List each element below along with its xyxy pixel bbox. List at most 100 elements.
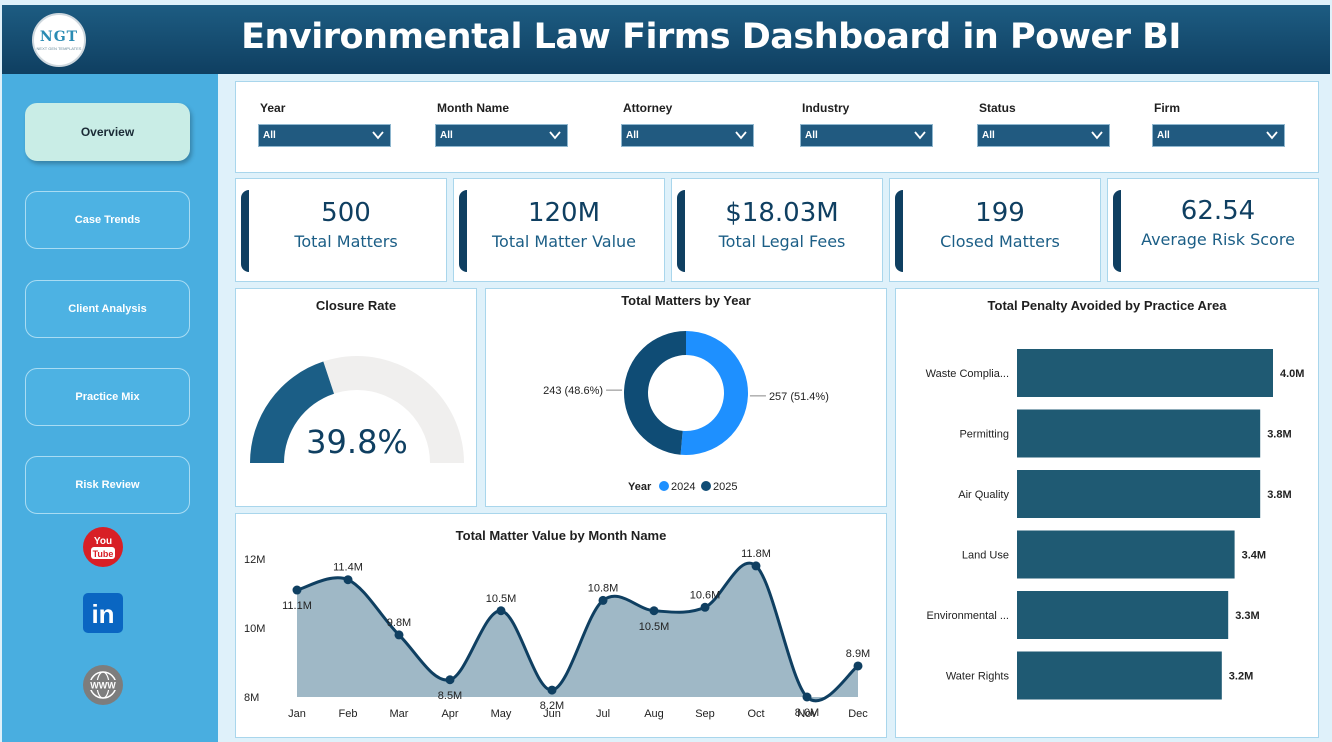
youtube-icon[interactable]: You Tube xyxy=(82,526,124,568)
data-label: 10.5M xyxy=(639,621,670,633)
website-icon-text: WWW xyxy=(90,681,116,691)
chevron-down-icon xyxy=(914,131,926,140)
nav-client-analysis-button[interactable]: Client Analysis xyxy=(25,280,190,338)
data-point[interactable] xyxy=(547,685,557,695)
filter-status-value: All xyxy=(982,130,995,141)
x-tick-label: Dec xyxy=(848,708,868,720)
kpi-card-average-risk-score: 62.54 Average Risk Score xyxy=(1107,178,1319,282)
filter-month-value: All xyxy=(440,130,453,141)
website-icon[interactable]: WWW xyxy=(82,664,124,706)
matter-value-by-month-panel: Total Matter Value by Month Name 8M 10M 12… xyxy=(235,513,887,738)
x-tick-label: Mar xyxy=(390,708,409,720)
filter-month-select[interactable]: All xyxy=(435,124,568,147)
data-point[interactable] xyxy=(496,606,506,616)
data-point[interactable] xyxy=(649,606,659,616)
filter-status-select[interactable]: All xyxy=(977,124,1110,147)
data-point[interactable] xyxy=(853,661,863,671)
matters-by-year-donut: 257 (51.4%) 243 (48.6%) Year 2024 2025 xyxy=(543,331,829,493)
bar-2[interactable] xyxy=(1017,470,1261,518)
data-label: 8.0M xyxy=(795,707,819,719)
filter-attorney-select[interactable]: All xyxy=(621,124,754,147)
filter-panel: Year All Month Name All Attorney All Ind… xyxy=(235,81,1319,173)
bar-3[interactable] xyxy=(1017,530,1235,579)
filter-year-value: All xyxy=(263,130,276,141)
x-tick-label: Jul xyxy=(596,708,610,720)
chart-title: Closure Rate xyxy=(315,298,397,313)
data-label: 8.2M xyxy=(540,700,564,712)
bar-data-label: 3.2M xyxy=(1229,671,1253,683)
y-tick-label: 10M xyxy=(244,623,265,635)
closure-rate-gauge: 39.8% xyxy=(250,356,464,463)
data-point[interactable] xyxy=(700,602,710,612)
nav-risk-review-button[interactable]: Risk Review xyxy=(25,456,190,514)
nav-case-trends-button[interactable]: Case Trends xyxy=(25,191,190,249)
y-tick-label: 12M xyxy=(244,554,265,566)
donut-slice-2025[interactable] xyxy=(623,331,686,455)
bar-category-label: Air Quality xyxy=(958,489,1009,501)
kpi-label: Total Legal Fees xyxy=(718,232,846,251)
bar-category-label: Permitting xyxy=(959,429,1009,441)
filter-firm-select[interactable]: All xyxy=(1152,124,1285,147)
data-point[interactable] xyxy=(445,675,455,685)
kpi-accent-bar xyxy=(895,190,903,272)
data-point[interactable] xyxy=(292,585,302,595)
bar-0[interactable] xyxy=(1017,349,1273,397)
x-tick-label: Aug xyxy=(644,708,664,720)
kpi-value: 120M xyxy=(527,198,601,228)
kpi-label: Total Matters xyxy=(294,232,398,251)
logo-text: NGT xyxy=(39,29,79,45)
logo-subtext: NEXT GEN TEMPLATES xyxy=(36,46,82,51)
donut-slice-2024[interactable] xyxy=(680,331,748,455)
page-title: Environmental Law Firms Dashboard in Pow… xyxy=(241,17,1181,57)
area-fill xyxy=(297,563,858,701)
kpi-card-total-legal-fees: $18.03M Total Legal Fees xyxy=(671,178,883,282)
bar-data-label: 3.8M xyxy=(1267,429,1291,441)
data-point[interactable] xyxy=(598,595,608,605)
x-tick-label: Apr xyxy=(441,708,458,720)
kpi-card-total-matter-value: 120M Total Matter Value xyxy=(453,178,665,282)
linkedin-icon[interactable]: in xyxy=(82,592,124,634)
data-label: 11.4M xyxy=(333,562,363,574)
x-tick-label: Oct xyxy=(747,708,764,720)
filter-attorney-value: All xyxy=(626,130,639,141)
x-tick-label: Jan xyxy=(288,708,306,720)
matters-by-year-panel: Total Matters by Year 257 (51.4%) 243 (48… xyxy=(485,288,887,507)
bar-category-label: Environmental ... xyxy=(926,610,1009,622)
x-tick-label: May xyxy=(491,708,512,720)
filter-industry-select[interactable]: All xyxy=(800,124,933,147)
x-tick-label: Nov xyxy=(797,708,817,720)
kpi-label: Average Risk Score xyxy=(1141,230,1295,249)
filter-firm-value: All xyxy=(1157,130,1170,141)
kpi-accent-bar xyxy=(1113,190,1121,272)
bar-1[interactable] xyxy=(1017,409,1261,458)
x-tick-label: Jun xyxy=(543,708,561,720)
nav-practice-mix-button[interactable]: Practice Mix xyxy=(25,368,190,426)
bar-4[interactable] xyxy=(1017,591,1229,639)
youtube-icon-text-top: You xyxy=(94,536,112,547)
chart-title: Total Matter Value by Month Name xyxy=(455,528,667,543)
y-tick-label: 8M xyxy=(244,692,259,704)
bar-5[interactable] xyxy=(1017,651,1222,700)
filter-industry-label: Industry xyxy=(802,101,850,115)
filter-year-select[interactable]: All xyxy=(258,124,391,147)
header-bar: NGT NEXT GEN TEMPLATES Environmental Law… xyxy=(2,5,1330,74)
data-label: 10.6M xyxy=(690,589,721,601)
matter-value-area-chart: 8M 10M 12M Jan Feb Mar Apr May Jun Jul Aug Sep Oct No… xyxy=(244,548,870,720)
data-point[interactable] xyxy=(751,561,761,571)
data-point[interactable] xyxy=(802,692,812,702)
kpi-accent-bar xyxy=(677,190,685,272)
data-label: 8.5M xyxy=(438,690,462,702)
legend-entry-2025: 2025 xyxy=(713,481,737,493)
data-point[interactable] xyxy=(394,630,404,640)
bar-category-label: Land Use xyxy=(962,550,1009,562)
chevron-down-icon xyxy=(1091,131,1103,140)
youtube-icon-text-bottom: Tube xyxy=(93,549,114,559)
nav-overview-button[interactable]: Overview xyxy=(25,103,190,161)
legend-marker-2024 xyxy=(659,481,669,491)
x-tick-label: Feb xyxy=(339,708,358,720)
closure-rate-panel: Closure Rate 39.8% xyxy=(235,288,477,507)
kpi-value: 500 xyxy=(321,198,371,228)
bar-category-label: Water Rights xyxy=(946,671,1010,683)
data-point[interactable] xyxy=(343,575,353,585)
chevron-down-icon xyxy=(735,131,747,140)
